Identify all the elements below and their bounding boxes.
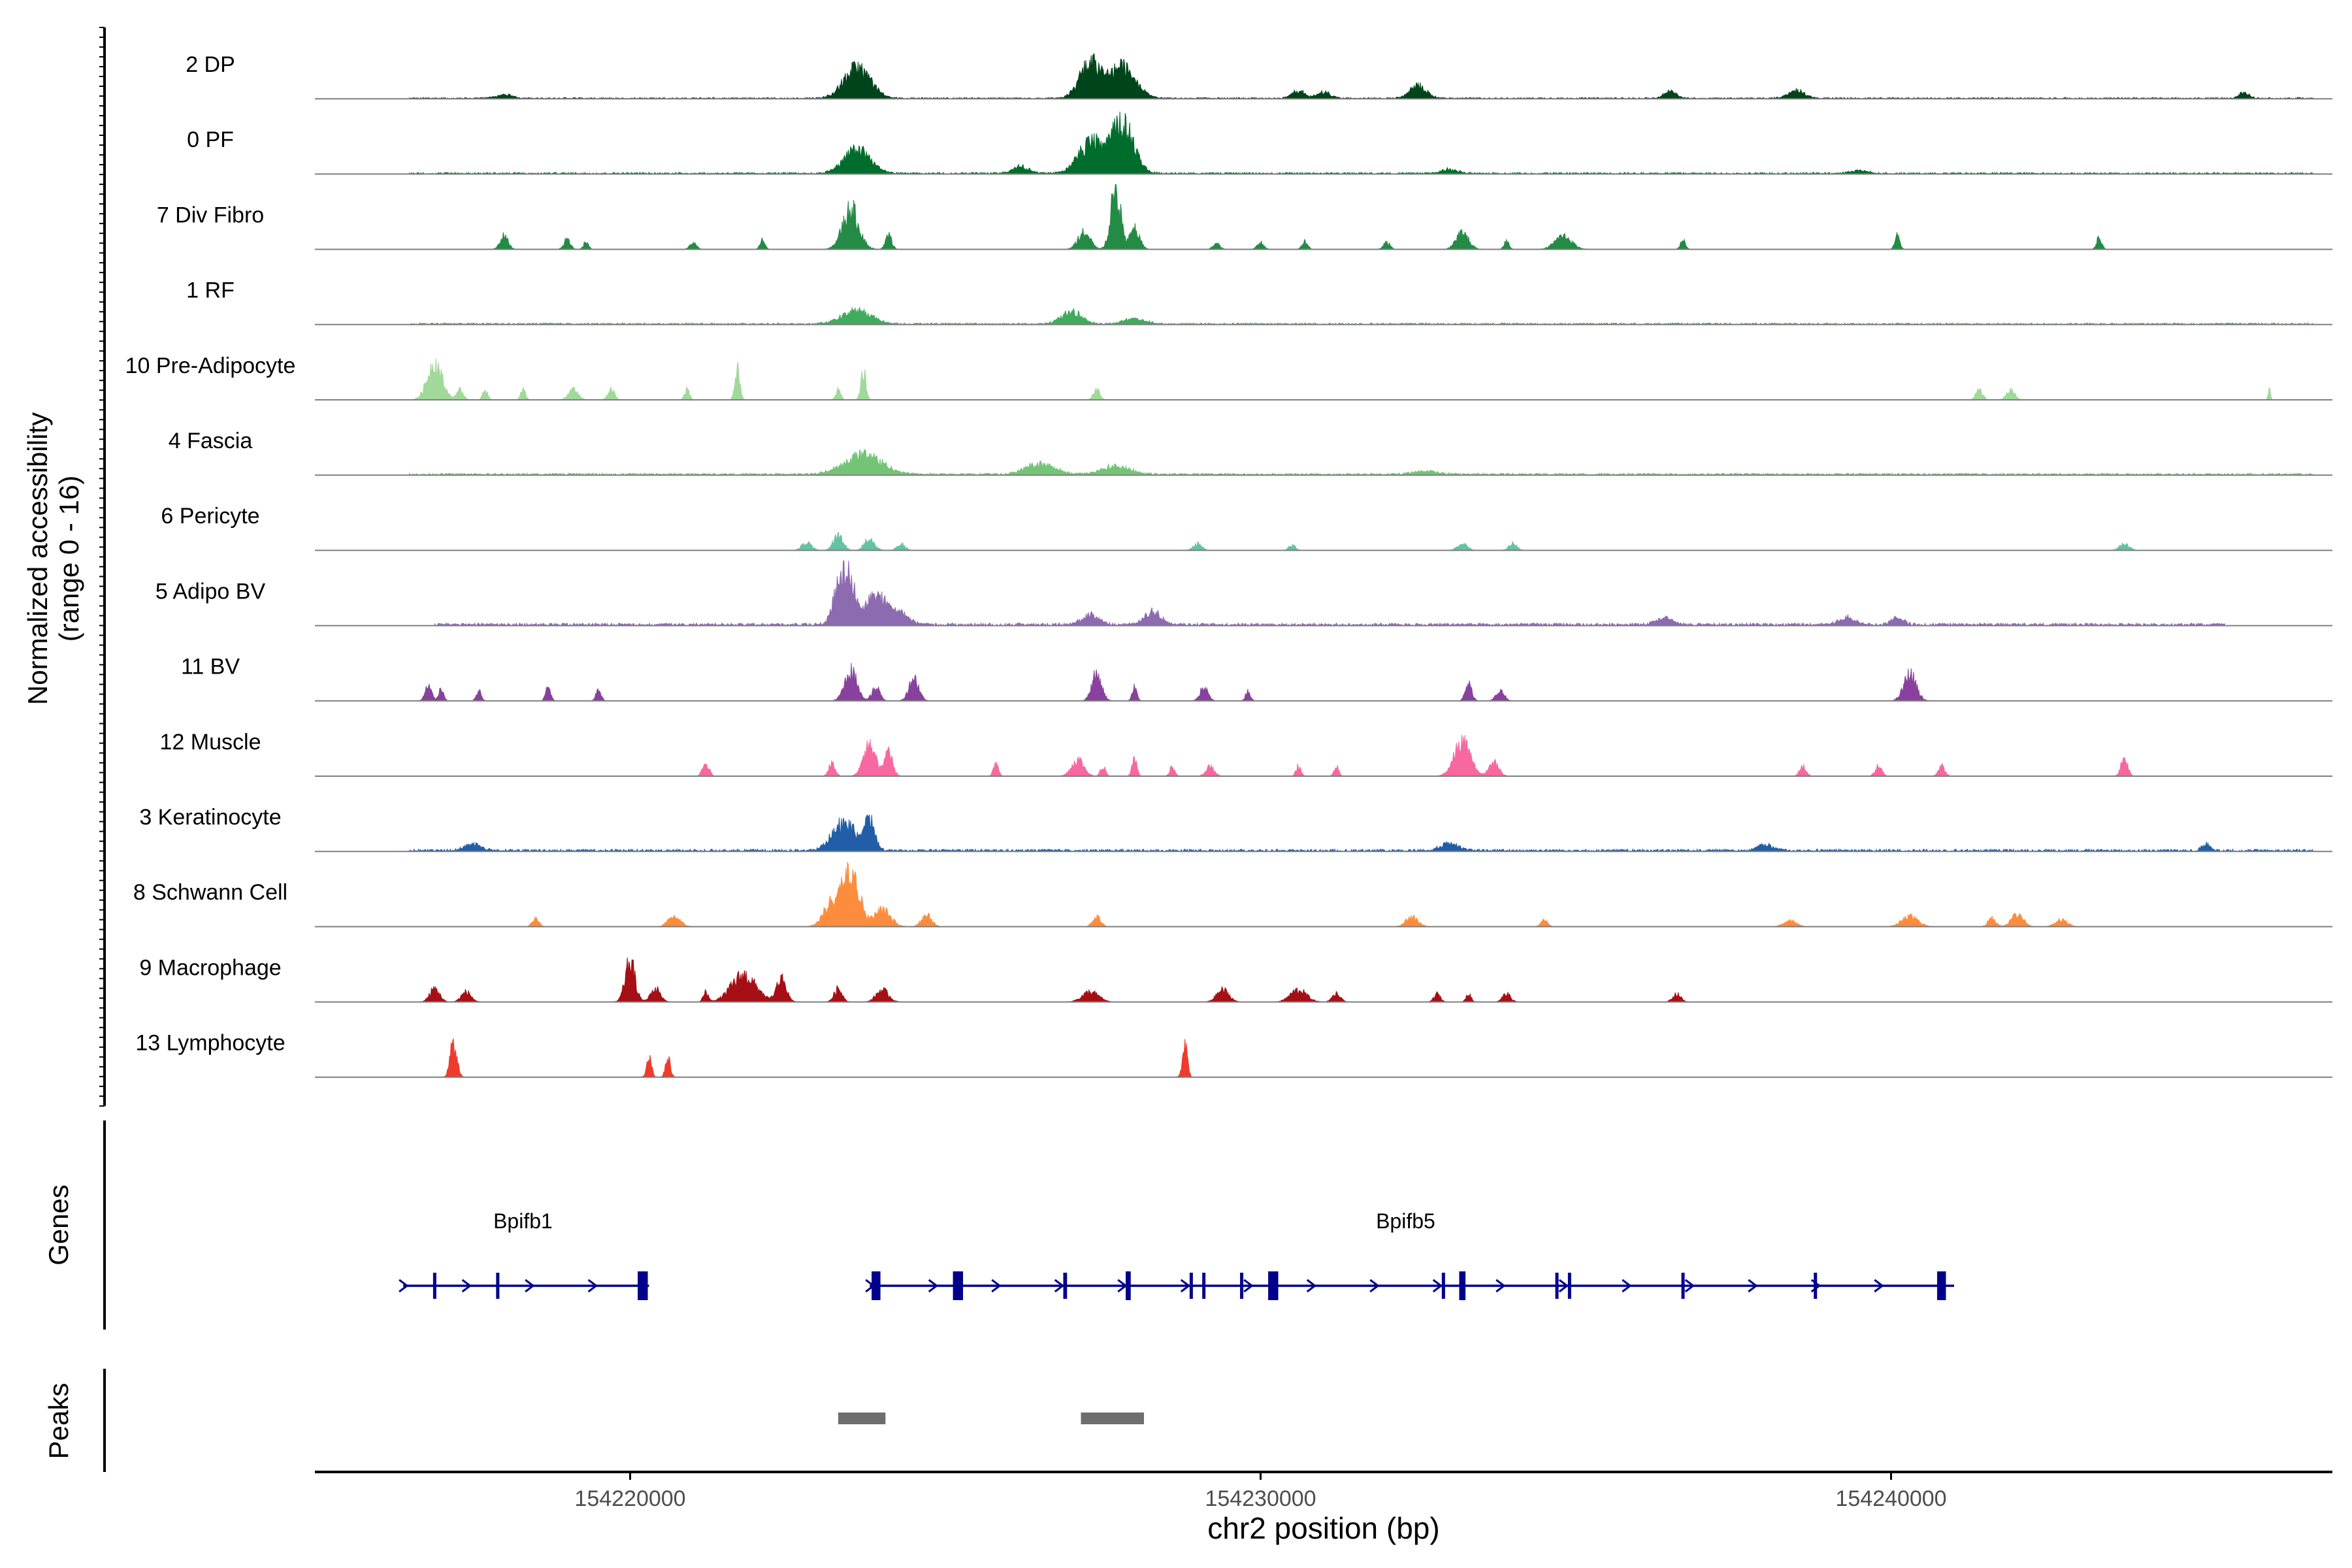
track-label: 12 Muscle [160, 730, 261, 755]
coverage-area [409, 449, 2313, 476]
x-axis-title: chr2 position (bp) [1207, 1511, 1439, 1545]
track-12-muscle: 12 Muscle [160, 730, 2332, 777]
track-7-div-fibro: 7 Div Fibro [157, 184, 2332, 250]
strand-arrow [1684, 1279, 1695, 1293]
track-4-fascia: 4 Fascia [169, 429, 2332, 476]
y-axis-title-line1: Normalized accessibility [22, 412, 53, 705]
track-label: 7 Div Fibro [157, 203, 264, 227]
strand-arrow [1558, 1279, 1569, 1293]
strand-arrow [1180, 1279, 1191, 1293]
exon [1567, 1273, 1571, 1299]
strand-arrow [1306, 1279, 1317, 1293]
track-label: 5 Adipo BV [155, 579, 266, 604]
track-6-pericyte: 6 Pericyte [161, 504, 2332, 551]
track-label: 1 RF [186, 278, 235, 303]
genes-track-label: Genes [43, 1184, 74, 1266]
x-tick-label: 154240000 [1835, 1486, 1946, 1511]
strand-arrow [587, 1279, 598, 1293]
track-label: 4 Fascia [169, 429, 253, 453]
strand-arrow [461, 1279, 472, 1293]
strand-arrow [1748, 1279, 1758, 1293]
exon [1681, 1273, 1685, 1299]
exon [1936, 1271, 1946, 1300]
gene-name-label: Bpifb5 [1376, 1209, 1435, 1233]
peak-region [838, 1413, 886, 1424]
track-label: 6 Pericyte [161, 504, 259, 529]
track-label: 8 Schwann Cell [133, 880, 287, 905]
track-3-keratinocyte: 3 Keratinocyte [139, 805, 2332, 853]
y-axis-title-line2: (range 0 - 16) [54, 476, 84, 642]
gene-bpifb5: Bpifb5 [865, 1209, 1954, 1300]
gene-annotation-track: Bpifb1 Bpifb5 [399, 1209, 1954, 1300]
exon [1814, 1273, 1818, 1299]
strand-arrow [399, 1279, 409, 1293]
exon [1125, 1271, 1131, 1300]
track-9-macrophage: 9 Macrophage [139, 955, 2332, 1003]
coverage-tracks: 2 DP 0 PF 7 Div Fibro 1 RF 10 Pre-Adipocyte 4… [125, 52, 2332, 1078]
gene-name-label: Bpifb1 [493, 1209, 553, 1233]
peaks-track-label: Peaks [43, 1383, 74, 1460]
track-label: 11 BV [181, 655, 240, 679]
track-1-rf: 1 RF [186, 278, 2332, 325]
exon [638, 1271, 648, 1300]
track-8-schwann-cell: 8 Schwann Cell [133, 862, 2332, 928]
peak-region [1081, 1413, 1144, 1424]
strand-arrow [991, 1279, 1002, 1293]
exon [1063, 1273, 1068, 1299]
track-label: 3 Keratinocyte [139, 805, 281, 830]
track-10-pre-adipocyte: 10 Pre-Adipocyte [125, 353, 2332, 400]
strand-arrow [1874, 1279, 1884, 1293]
track-label: 10 Pre-Adipocyte [125, 353, 296, 378]
exon [433, 1273, 436, 1299]
coverage-y-axis [99, 27, 106, 1107]
exon [872, 1271, 881, 1300]
track-label: 9 Macrophage [139, 955, 281, 980]
strand-arrow [1243, 1279, 1254, 1293]
x-tick-label: 154230000 [1205, 1486, 1316, 1511]
gene-bpifb1: Bpifb1 [399, 1209, 649, 1300]
x-axis-ticks: 154220000 154230000 154240000 [574, 1472, 1947, 1511]
exon [1459, 1271, 1466, 1300]
track-2-dp: 2 DP [186, 52, 2332, 100]
track-label: 2 DP [186, 52, 235, 77]
peak-regions-track [838, 1413, 1144, 1424]
exon [1441, 1273, 1445, 1299]
track-5-adipo-bv: 5 Adipo BV [155, 560, 2332, 627]
exon [1268, 1271, 1279, 1300]
strand-arrow [1432, 1279, 1443, 1293]
track-0-pf: 0 PF [187, 111, 2332, 175]
strand-arrow [525, 1279, 535, 1293]
exon [1202, 1273, 1206, 1299]
strand-arrow [1495, 1279, 1506, 1293]
exon [1555, 1273, 1559, 1299]
strand-arrow [1369, 1279, 1380, 1293]
strand-arrow [1622, 1279, 1632, 1293]
strand-arrow [1054, 1279, 1065, 1293]
exon [1240, 1273, 1244, 1299]
track-label: 0 PF [187, 127, 234, 152]
strand-arrow [928, 1279, 939, 1293]
track-11-bv: 11 BV [181, 655, 2332, 702]
exon [1189, 1273, 1193, 1299]
x-tick-label: 154220000 [574, 1486, 685, 1511]
exon [496, 1273, 500, 1299]
track-13-lymphocyte: 13 Lymphocyte [135, 1031, 2332, 1078]
track-label: 13 Lymphocyte [135, 1031, 285, 1056]
exon [953, 1271, 964, 1300]
